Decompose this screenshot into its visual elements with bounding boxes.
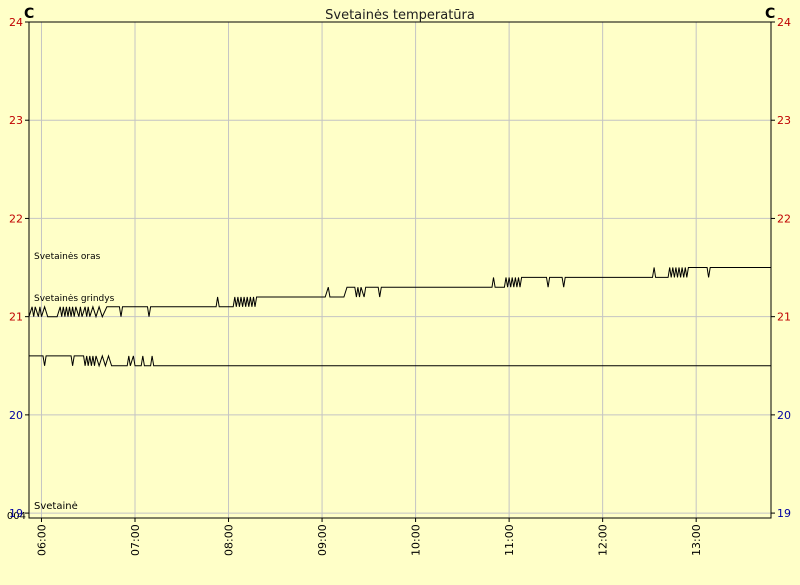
chart-title: Svetainės temperatūra xyxy=(325,8,475,23)
series-line-svetaines-grindys xyxy=(29,354,771,368)
x-tick-label-0600: 06:00 xyxy=(35,524,48,556)
y-tick-label-right-19: 19 xyxy=(777,507,791,520)
bottom-left-label: 004 xyxy=(7,511,26,522)
plot-frame xyxy=(28,21,772,519)
x-tick-label-0800: 08:00 xyxy=(223,524,236,556)
series-label-svetaines-oras: Svetainės oras xyxy=(34,252,101,262)
left-unit-label: C xyxy=(24,6,34,22)
corner-label: Svetainė xyxy=(34,501,78,512)
y-tick-label-right-21: 21 xyxy=(777,311,791,324)
axis-layer xyxy=(25,21,775,522)
x-tick-label-1100: 11:00 xyxy=(503,524,516,556)
series-layer xyxy=(28,267,771,368)
x-tick-label-0900: 09:00 xyxy=(316,524,329,556)
right-unit-label: C xyxy=(765,6,775,22)
y-tick-label-left-24: 24 xyxy=(9,16,23,29)
y-tick-label-right-20: 20 xyxy=(777,409,791,422)
y-tick-label-left-23: 23 xyxy=(9,114,23,127)
x-tick-label-1300: 13:00 xyxy=(690,524,703,556)
label-layer: Svetainės temperatūra C C 004 Svetainė S… xyxy=(7,6,791,556)
series-line-svetaines-oras xyxy=(28,267,771,319)
y-tick-label-left-22: 22 xyxy=(9,212,23,225)
y-tick-label-right-23: 23 xyxy=(777,114,791,127)
x-tick-label-1000: 10:00 xyxy=(410,524,423,556)
series-label-svetaines-grindys: Svetainės grindys xyxy=(34,294,115,304)
y-tick-label-left-21: 21 xyxy=(9,311,23,324)
y-tick-label-left-19: 19 xyxy=(9,507,23,520)
x-tick-label-1200: 12:00 xyxy=(597,524,610,556)
x-tick-label-0700: 07:00 xyxy=(129,524,142,556)
y-tick-label-left-20: 20 xyxy=(9,409,23,422)
y-tick-label-right-22: 22 xyxy=(777,212,791,225)
y-tick-label-right-24: 24 xyxy=(777,16,791,29)
